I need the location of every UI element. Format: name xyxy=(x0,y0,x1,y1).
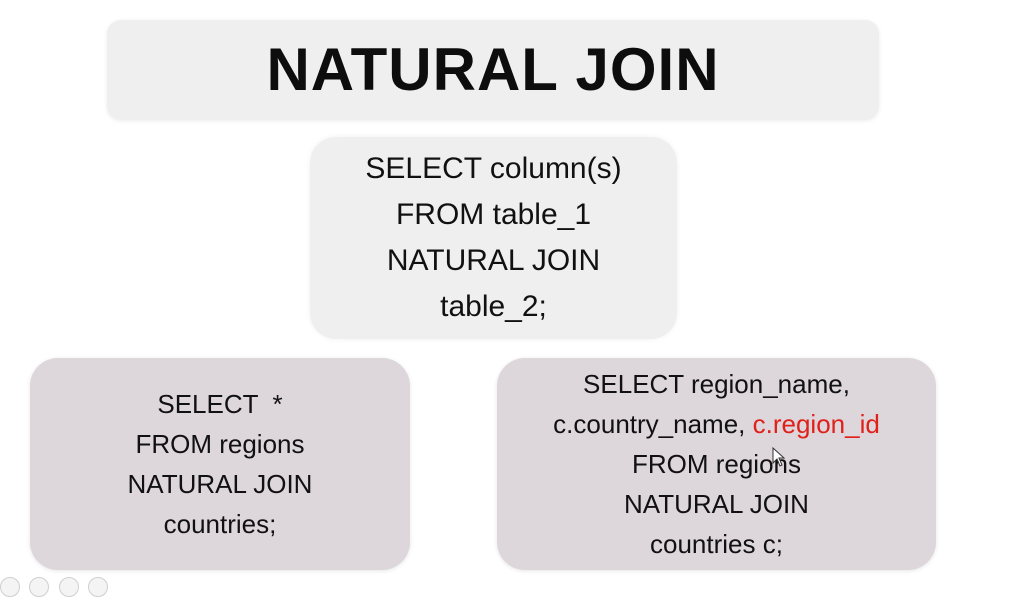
example-panel-right: SELECT region_name, c.country_name, c.re… xyxy=(497,358,936,570)
slide-title: NATURAL JOIN xyxy=(266,36,720,103)
example-right-highlighted-column: c.region_id xyxy=(752,409,880,439)
example-right-line-columns: c.country_name, c.region_id xyxy=(553,404,880,444)
syntax-panel: SELECT column(s) FROM table_1 NATURAL JO… xyxy=(310,137,677,339)
example-right-line-join: NATURAL JOIN xyxy=(624,489,809,519)
toolbar-circle-icon[interactable] xyxy=(0,577,20,597)
toolbar-circle-icon[interactable] xyxy=(58,577,79,597)
toolbar-circle-icon[interactable] xyxy=(29,577,50,597)
title-banner: NATURAL JOIN xyxy=(107,20,879,120)
example-panel-left: SELECT * FROM regions NATURAL JOIN count… xyxy=(30,358,410,570)
example-left-line-join: NATURAL JOIN xyxy=(127,469,313,499)
bottom-toolbar-strip xyxy=(0,577,130,597)
example-right-line-table: countries c; xyxy=(650,529,783,559)
example-left-line-select: SELECT * xyxy=(157,389,283,419)
example-right-columns-plain: c.country_name, xyxy=(553,409,753,439)
example-left-line-from: FROM regions xyxy=(135,429,305,459)
example-left-line-table: countries; xyxy=(163,509,277,539)
toolbar-circle-icon[interactable] xyxy=(88,577,109,597)
syntax-line-from: FROM table_1 xyxy=(395,198,592,231)
mouse-pointer-icon xyxy=(772,447,786,467)
syntax-line-join: NATURAL JOIN xyxy=(386,244,601,277)
example-right-line-select: SELECT region_name, xyxy=(583,369,850,399)
syntax-line-table: table_2; xyxy=(440,290,547,323)
syntax-line-select: SELECT column(s) xyxy=(365,152,622,185)
